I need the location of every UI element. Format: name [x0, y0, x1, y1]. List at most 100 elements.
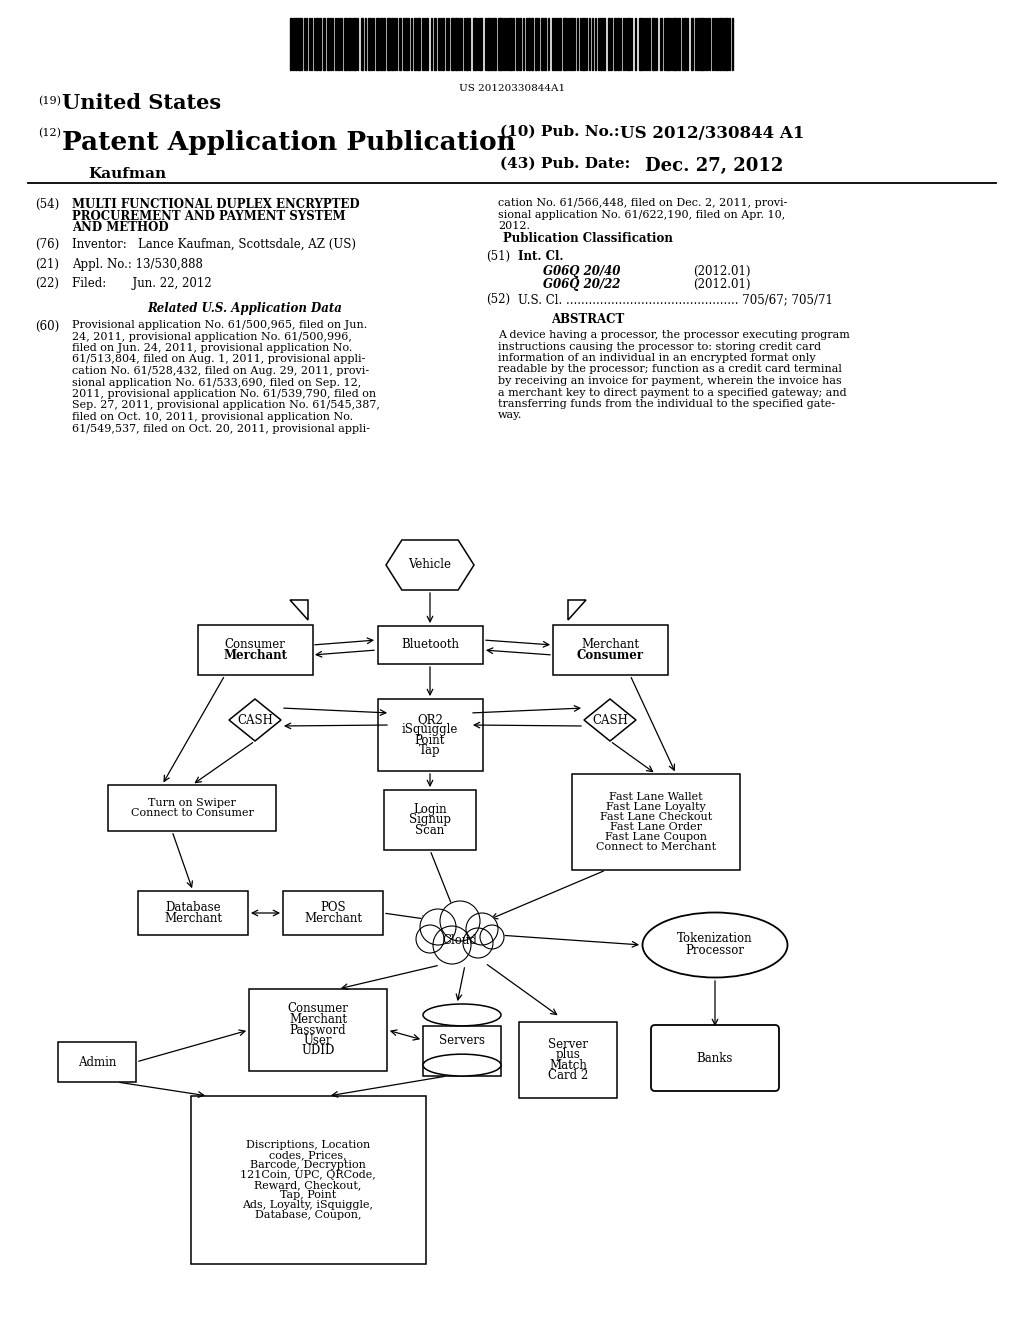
Bar [617, 18, 618, 70]
Text: Point: Point [415, 734, 445, 747]
Bar [190, 1096, 426, 1265]
Bar [487, 18, 490, 70]
Text: Consumer: Consumer [224, 639, 286, 651]
Bar [426, 18, 428, 70]
Text: PROCUREMENT AND PAYMENT SYSTEM: PROCUREMENT AND PAYMENT SYSTEM [72, 210, 345, 223]
Text: Tokenization: Tokenization [677, 932, 753, 945]
Text: cation No. 61/566,448, filed on Dec. 2, 2011, provi-: cation No. 61/566,448, filed on Dec. 2, … [498, 198, 787, 209]
Text: AND METHOD: AND METHOD [72, 220, 169, 234]
Bar [572, 774, 740, 870]
Bar [691, 18, 693, 70]
Text: Servers: Servers [439, 1034, 485, 1047]
Text: 61/549,537, filed on Oct. 20, 2011, provisional appli-: 61/549,537, filed on Oct. 20, 2011, prov… [72, 424, 370, 433]
Bar [58, 1041, 136, 1082]
Bar [316, 18, 318, 70]
Bar [479, 18, 482, 70]
Bar [198, 624, 312, 675]
Bar [466, 18, 468, 70]
Bar [652, 18, 655, 70]
Bar [323, 18, 325, 70]
Bar [376, 18, 379, 70]
Text: Cloud: Cloud [442, 933, 477, 946]
Bar [417, 18, 420, 70]
Text: way.: way. [498, 411, 522, 421]
Bar [673, 18, 677, 70]
Text: Database, Coupon,: Database, Coupon, [255, 1210, 361, 1220]
Circle shape [420, 909, 456, 945]
Text: Merchant: Merchant [581, 639, 639, 651]
Text: Tap: Tap [419, 744, 440, 758]
Bar [678, 18, 680, 70]
Bar [290, 18, 292, 70]
Text: Signup: Signup [409, 813, 451, 826]
Bar [608, 18, 610, 70]
Text: QR2: QR2 [417, 713, 443, 726]
Bar [639, 18, 642, 70]
Text: Provisional application No. 61/500,965, filed on Jun.: Provisional application No. 61/500,965, … [72, 319, 368, 330]
Text: Banks: Banks [696, 1052, 733, 1064]
Text: (21): (21) [35, 257, 59, 271]
Text: (52): (52) [486, 293, 510, 306]
Text: Bluetooth: Bluetooth [401, 639, 459, 652]
Text: Filed:       Jun. 22, 2012: Filed: Jun. 22, 2012 [72, 277, 212, 290]
Circle shape [480, 925, 504, 949]
Bar [684, 18, 686, 70]
Bar [434, 18, 436, 70]
Bar [384, 789, 476, 850]
Text: Kaufman: Kaufman [88, 168, 166, 181]
Text: Publication Classification: Publication Classification [503, 232, 673, 246]
Text: POS: POS [321, 902, 346, 915]
Bar [378, 626, 482, 664]
Bar [563, 18, 566, 70]
Bar [719, 18, 721, 70]
Text: (54): (54) [35, 198, 59, 211]
Bar [700, 18, 705, 70]
Text: Appl. No.: 13/530,888: Appl. No.: 13/530,888 [72, 257, 203, 271]
Text: (22): (22) [35, 277, 59, 290]
Text: Connect to Consumer: Connect to Consumer [131, 808, 253, 818]
Text: Processor: Processor [685, 945, 744, 957]
Bar [535, 18, 537, 70]
Bar [722, 18, 724, 70]
Text: Password: Password [290, 1023, 346, 1036]
Bar [519, 1022, 617, 1098]
Text: User: User [304, 1034, 332, 1047]
Text: plus: plus [556, 1048, 581, 1061]
Text: Turn on Swiper: Turn on Swiper [148, 799, 236, 808]
Bar [348, 18, 350, 70]
Bar [666, 18, 670, 70]
Bar [582, 18, 585, 70]
Text: G06Q 20/40: G06Q 20/40 [543, 265, 621, 279]
Text: US 2012/330844 A1: US 2012/330844 A1 [620, 125, 805, 143]
Text: (19): (19) [38, 96, 61, 107]
Text: G06Q 20/22: G06Q 20/22 [543, 279, 621, 290]
Text: Tap, Point: Tap, Point [280, 1191, 336, 1200]
Bar [387, 18, 390, 70]
Bar [516, 18, 518, 70]
Text: a merchant key to direct payment to a specified gateway; and: a merchant key to direct payment to a sp… [498, 388, 847, 397]
Bar [414, 18, 416, 70]
Bar [558, 18, 561, 70]
Text: Patent Application Publication: Patent Application Publication [62, 129, 516, 154]
Text: (43) Pub. Date:: (43) Pub. Date: [500, 157, 630, 172]
Circle shape [466, 913, 498, 945]
Text: Int. Cl.: Int. Cl. [518, 249, 563, 263]
Text: 61/513,804, filed on Aug. 1, 2011, provisional appli-: 61/513,804, filed on Aug. 1, 2011, provi… [72, 355, 366, 364]
Text: (2012.01): (2012.01) [693, 265, 751, 279]
Bar [344, 18, 347, 70]
Bar [660, 18, 662, 70]
Text: (51): (51) [486, 249, 510, 263]
Bar [494, 18, 496, 70]
Bar [368, 18, 370, 70]
Text: Fast Lane Wallet: Fast Lane Wallet [609, 792, 702, 803]
Bar [423, 1026, 501, 1076]
Text: sional application No. 61/533,690, filed on Sep. 12,: sional application No. 61/533,690, filed… [72, 378, 361, 388]
Text: 121Coin, UPC, QRCode,: 121Coin, UPC, QRCode, [240, 1170, 376, 1180]
Bar [541, 18, 543, 70]
Text: Merchant: Merchant [223, 648, 287, 661]
Bar [716, 18, 718, 70]
Text: Fast Lane Checkout: Fast Lane Checkout [600, 812, 712, 822]
Text: Login: Login [414, 803, 446, 816]
Text: Merchant: Merchant [164, 912, 222, 925]
Text: Consumer: Consumer [577, 648, 643, 661]
